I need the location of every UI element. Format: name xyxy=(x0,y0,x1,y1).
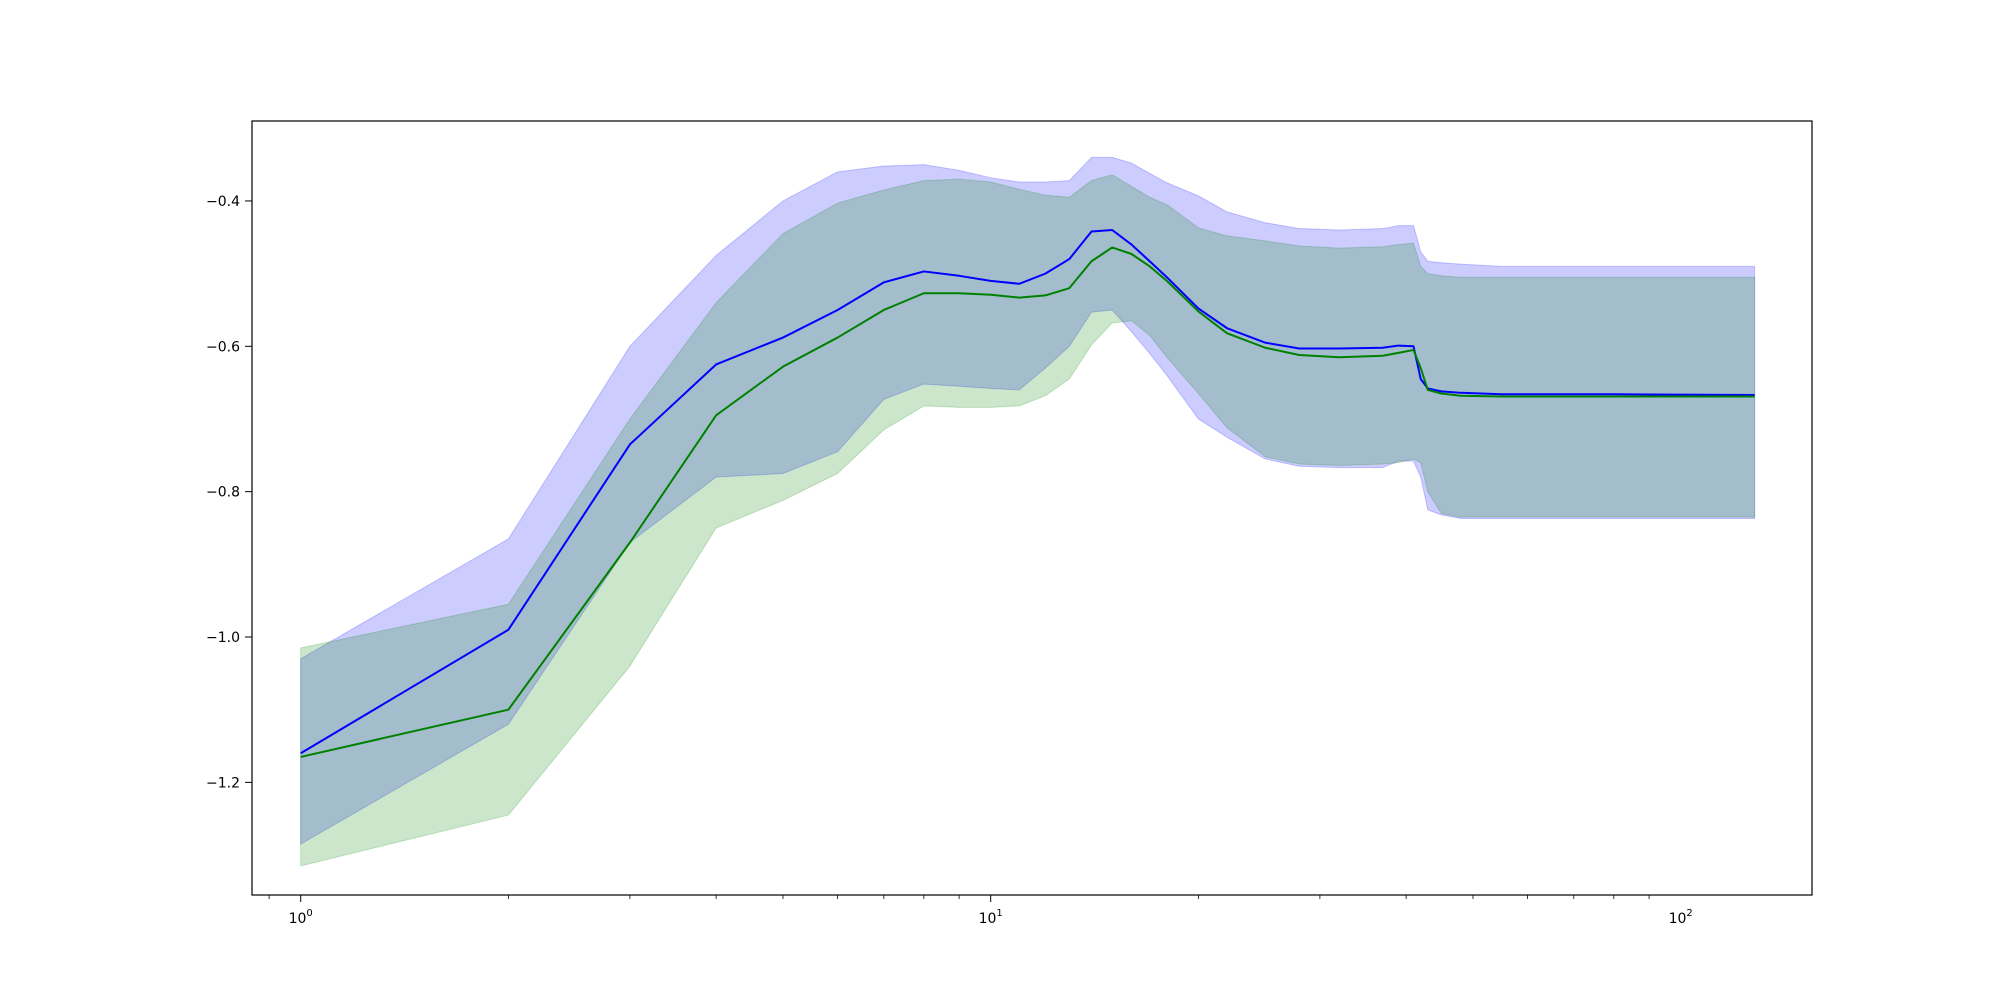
y-tick-label: −0.6 xyxy=(206,339,240,355)
y-tick-label: −0.8 xyxy=(206,485,240,501)
x-tick-label: 102 xyxy=(1669,908,1693,927)
series-1-band xyxy=(300,156,1756,845)
y-tick-label: −1.2 xyxy=(206,775,240,791)
y-axis: −1.2 −1.0 −0.8 −0.6 −0.4 xyxy=(206,194,252,791)
series-2-line xyxy=(300,246,1755,758)
series-lines xyxy=(300,229,1755,758)
x-axis: 100 101 102 xyxy=(268,895,1693,927)
plot-area-frame xyxy=(251,120,1813,896)
x-tick-label: 100 xyxy=(289,908,313,927)
x-tick-label: 101 xyxy=(979,908,1003,927)
y-tick-label: −0.4 xyxy=(206,194,240,210)
y-tick-label: −1.0 xyxy=(206,630,240,646)
